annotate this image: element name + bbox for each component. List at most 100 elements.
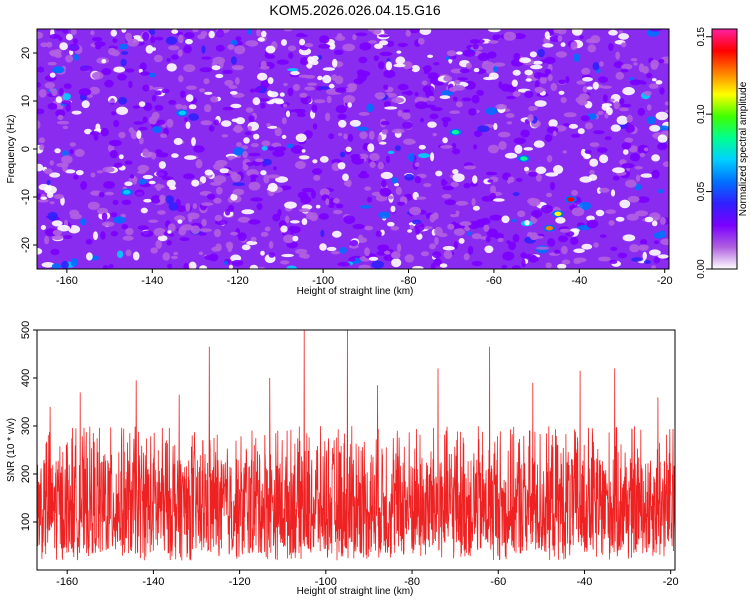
heatmap-cell [535,166,547,174]
heatmap-cell [192,203,197,209]
heatmap-cell [532,60,543,65]
heatmap-cell [49,160,54,166]
heatmap-cell [335,105,347,114]
heatmap-cell [408,152,415,162]
heatmap-cell [118,154,124,160]
heatmap-cell [298,155,310,160]
heatmap-cell [471,94,480,104]
heatmap-cell [222,106,234,111]
heatmap-cell [651,265,656,269]
heatmap-cell [177,49,183,57]
heatmap-cell [59,42,68,51]
heatmap-cell [328,204,335,208]
heatmap-cell [298,74,310,78]
heatmap-cell [359,131,368,140]
heatmap-cell [463,183,471,189]
heatmap-cell [111,111,116,116]
heatmap-cell [39,144,45,151]
heatmap-cell [433,62,440,66]
heatmap-cell [419,29,432,35]
colorbar: 0.00 0.05 0.10 0.15 Normalized spectral amp… [696,27,749,279]
heatmap-cell [655,80,663,85]
heatmap-cell [62,235,73,240]
heatmap-cell [152,126,162,133]
x-tick-label: -160 [56,576,78,588]
heatmap-cell [535,173,542,182]
heatmap-cell [391,177,398,184]
heatmap-cell [374,43,383,49]
snr-panel: -160 -140 -120 -100 -80 -60 -40 -20 100 200 300 40… [6,321,679,597]
heatmap-cell [555,51,568,58]
heatmap-cell [545,172,559,177]
heatmap-cell [609,259,618,264]
heatmap-cell [338,119,347,128]
heatmap-cell [601,103,613,107]
x-tick-label: -60 [490,576,506,588]
heatmap-cell [342,43,356,52]
heatmap-cell [313,99,326,104]
heatmap-cell [304,43,314,48]
heatmap-cell [407,229,413,233]
heatmap-cell [313,174,321,181]
heatmap-cell [155,183,162,191]
heatmap-cell [80,218,87,226]
heatmap-cell [245,107,254,113]
heatmap-cell [511,218,517,223]
heatmap-cell [390,205,396,213]
heatmap-cell [660,238,669,246]
heatmap-cell [581,67,591,75]
heatmap-peak-core [567,197,575,202]
heatmap-cell [480,217,491,225]
heatmap-cell [573,257,587,263]
heatmap-cell [596,147,608,154]
heatmap-cell [195,159,203,169]
heatmap-cell [288,226,296,230]
heatmap-cell [47,211,58,221]
heatmap-cell [396,201,406,206]
heatmap-cell [560,42,566,47]
heatmap-cell [178,34,184,44]
heatmap-cell [579,176,593,183]
heatmap-cell [358,153,369,160]
heatmap-cell [524,220,530,226]
heatmap-cell [221,134,229,138]
heatmap-cell [259,65,270,70]
heatmap-cell [477,125,490,133]
heatmap-cell [221,120,232,127]
colorbar-tick-label: 0.10 [696,104,707,124]
heatmap-cell [210,96,219,103]
heatmap-cell [180,90,186,99]
heatmap-cell [369,153,380,161]
heatmap-cell [40,225,47,230]
heatmap-cell [257,98,270,102]
heatmap-cell [138,101,146,107]
heatmap-cell [211,65,221,71]
heatmap-cell [383,101,391,108]
heatmap-cell [89,131,100,136]
heatmap-cell [143,102,153,112]
heatmap-cell [273,166,277,171]
heatmap-cell [230,56,237,65]
heatmap-cell [633,62,638,66]
heatmap-cell [37,81,41,88]
heatmap-cell [517,210,526,218]
heatmap-cell [267,146,275,151]
heatmap-peak-core [54,67,62,73]
heatmap-cell [608,220,615,226]
heatmap-cell [444,199,457,206]
heatmap-cell [90,30,95,36]
heatmap-cell [267,90,273,97]
heatmap-cell [154,104,164,111]
heatmap-cell [458,238,465,244]
heatmap-cell [142,174,154,180]
heatmap-cell [72,38,78,45]
heatmap-cell [234,45,246,55]
heatmap-cell [109,99,115,103]
heatmap-cell [371,260,385,269]
heatmap-cell [78,88,92,96]
heatmap-cell [121,199,132,205]
heatmap-cell [51,88,58,97]
heatmap-cell [589,158,599,167]
heatmap-cell [349,119,361,127]
heatmap-cell [630,58,638,62]
